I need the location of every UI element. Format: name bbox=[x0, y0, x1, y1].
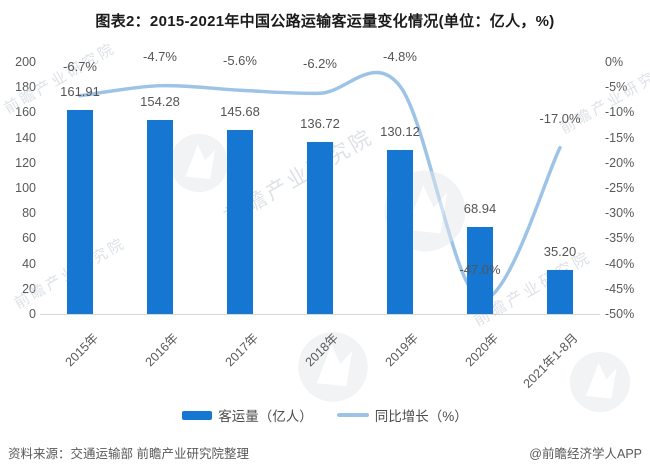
bar bbox=[227, 130, 253, 314]
growth-point-label: -6.2% bbox=[303, 56, 337, 72]
y-axis-right-tick-label: -20% bbox=[605, 155, 635, 170]
y-axis-left-tick-label: 180 bbox=[15, 80, 36, 95]
footer: 资料来源：交通运输部 前瞻产业研究院整理 @前瞻经济学人APP bbox=[0, 443, 650, 462]
x-axis-line bbox=[40, 314, 600, 315]
x-axis-label: 2021年1-8月 bbox=[520, 330, 581, 391]
legend-item-yoy-growth: 同比增长（%） bbox=[336, 405, 468, 425]
y-axis-left-tick-label: 140 bbox=[15, 130, 36, 145]
y-axis-right-tick-label: -5% bbox=[605, 80, 628, 95]
y-axis-right-tick-label: -35% bbox=[605, 231, 635, 246]
y-axis-left-tick-label: 160 bbox=[15, 105, 36, 120]
x-axis-label: 2017年 bbox=[222, 330, 261, 370]
bar-value-label: 136.72 bbox=[300, 115, 340, 131]
y-axis-right-tick-label: -30% bbox=[605, 206, 635, 221]
x-axis-label: 2019年 bbox=[382, 330, 421, 370]
bar bbox=[467, 227, 493, 314]
y-axis-right-tick-label: -25% bbox=[605, 181, 635, 195]
y-axis-left-tick-label: 120 bbox=[15, 155, 36, 170]
y-axis-right-tick-label: -45% bbox=[605, 281, 635, 296]
legend-item-passenger-volume: 客运量（亿人） bbox=[182, 405, 313, 425]
y-axis-right-tick-label: 0% bbox=[605, 55, 624, 69]
y-axis-right-tick-label: -40% bbox=[605, 256, 635, 271]
growth-point-label: -6.7% bbox=[63, 58, 97, 74]
legend: 客运量（亿人） 同比增长（%） bbox=[0, 404, 650, 426]
bar-value-label: 145.68 bbox=[220, 104, 260, 120]
growth-point-label: -4.7% bbox=[143, 48, 177, 64]
y-axis-left-tick-label: 40 bbox=[22, 256, 36, 271]
y-axis-right-tick-label: -50% bbox=[605, 307, 635, 321]
credit-note: @前瞻经济学人APP bbox=[529, 447, 642, 461]
y-axis-left-tick-label: 100 bbox=[15, 181, 36, 195]
bar bbox=[67, 109, 93, 314]
bar bbox=[147, 119, 173, 314]
bar-value-label: 35.20 bbox=[543, 243, 577, 259]
source-note: 资料来源：交通运输部 前瞻产业研究院整理 bbox=[8, 447, 249, 461]
y-axis-left-tick-label: 0 bbox=[29, 307, 36, 321]
bar-series-swatch bbox=[182, 410, 213, 420]
x-axis-label: 2016年 bbox=[142, 330, 181, 370]
chart-title: 图表2：2015-2021年中国公路运输客运量变化情况(单位：亿人，%) bbox=[95, 13, 555, 30]
line-series-swatch bbox=[336, 413, 369, 417]
bar bbox=[387, 150, 413, 314]
growth-point-label: -4.8% bbox=[383, 49, 417, 65]
y-axis-right-tick-label: -10% bbox=[605, 105, 635, 120]
y-axis-left-tick-label: 60 bbox=[22, 231, 36, 246]
legend-label-yoy-growth: 同比增长（%） bbox=[374, 409, 468, 424]
y-axis-right-tick-label: -15% bbox=[605, 130, 635, 145]
growth-point-label: -5.6% bbox=[223, 53, 257, 69]
legend-label-passenger-volume: 客运量（亿人） bbox=[218, 409, 313, 424]
watermark-logo bbox=[168, 132, 230, 194]
bar-value-label: 161.91 bbox=[60, 83, 100, 99]
x-axis-label: 2015年 bbox=[62, 330, 101, 370]
growth-point-label: -17.0% bbox=[539, 110, 581, 126]
bar-value-label: 130.12 bbox=[380, 124, 420, 140]
x-axis-label: 2018年 bbox=[302, 330, 341, 370]
bar bbox=[307, 141, 333, 314]
bar-value-label: 154.28 bbox=[140, 93, 180, 109]
y-axis-left-tick-label: 20 bbox=[22, 281, 36, 296]
y-axis-left-tick-label: 200 bbox=[15, 55, 36, 69]
growth-point-label: -47.0% bbox=[459, 261, 501, 277]
x-axis-label: 2020年 bbox=[462, 330, 501, 370]
y-axis-left-tick-label: 80 bbox=[22, 206, 36, 221]
bar-value-label: 68.94 bbox=[463, 201, 497, 217]
bar bbox=[547, 269, 573, 314]
